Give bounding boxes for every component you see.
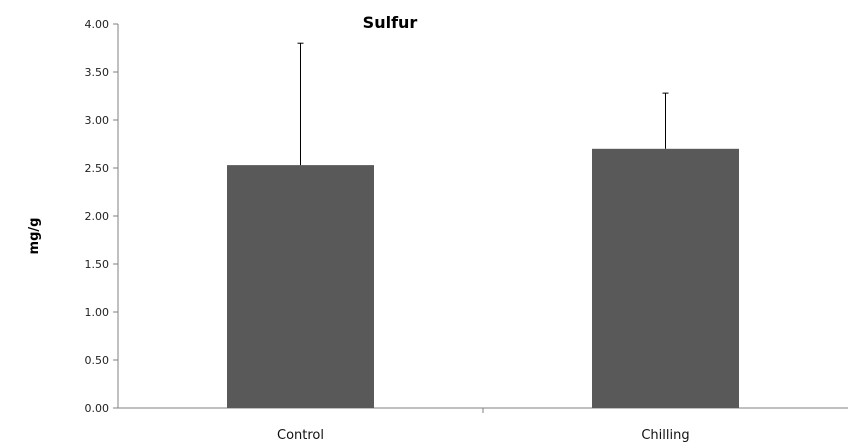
y-tick-label: 0.00 xyxy=(85,402,110,415)
bar-chilling xyxy=(592,148,739,409)
plot-area: 0.00 0.50 1.00 1.50 2.00 2.50 3.00 3.50 4.00 Cont… xyxy=(85,18,848,443)
chart-title: Sulfur xyxy=(363,13,418,32)
y-tick-label: 4.00 xyxy=(85,18,110,31)
y-tick-label: 3.00 xyxy=(85,114,110,127)
y-tick-label: 1.00 xyxy=(85,306,110,319)
x-tick-label: Control xyxy=(277,428,324,443)
y-tick-label: 3.50 xyxy=(85,66,110,79)
y-tick-label: 0.50 xyxy=(85,354,110,367)
y-tick-label: 2.50 xyxy=(85,162,110,175)
y-tick-label: 2.00 xyxy=(85,210,110,223)
bar-control xyxy=(227,165,374,408)
y-axis-label: mg/g xyxy=(27,218,42,255)
y-tick-label: 1.50 xyxy=(85,258,110,271)
x-tick-label: Chilling xyxy=(641,428,689,443)
